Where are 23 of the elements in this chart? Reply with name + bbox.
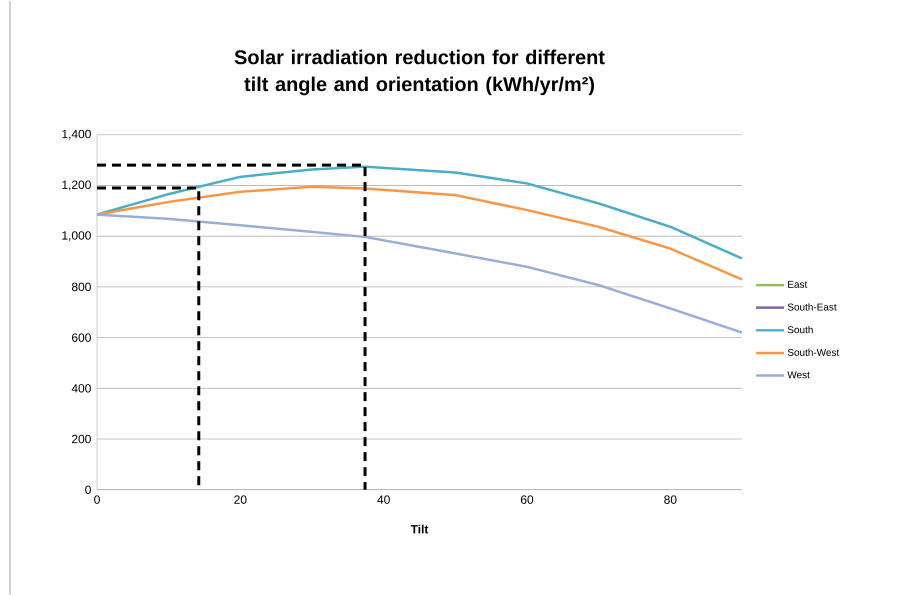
line-series: [96, 185, 744, 281]
legend-label: South: [788, 326, 813, 334]
x-tick-label: 40: [377, 495, 390, 504]
legend-label: West: [787, 371, 810, 378]
y-tick-label: 600: [72, 333, 91, 342]
legend-label: South-East: [788, 303, 837, 310]
x-tick-label: 20: [234, 495, 247, 504]
line-series: [96, 213, 744, 334]
x-axis-title: Tilt: [410, 524, 428, 534]
chart-title: Solar irradiation reduction for different tilt angle and orientation (kWh/yr/m²): [234, 49, 605, 95]
y-tick-label: 800: [72, 282, 91, 291]
legend-label: East: [788, 280, 808, 288]
legend-label: South-West: [788, 348, 840, 356]
y-tick-label: 0: [85, 485, 91, 494]
x-tick-label: 0: [94, 495, 100, 504]
y-tick-label: 200: [72, 434, 91, 444]
y-tick-label: 1,000: [62, 231, 91, 241]
x-tick-label: 60: [520, 495, 534, 504]
y-tick-label: 1,400: [62, 130, 91, 140]
y-tick-label: 400: [72, 384, 91, 392]
line-series: [96, 165, 744, 260]
y-tick-label: 1,200: [62, 180, 91, 190]
x-tick-label: 80: [664, 495, 677, 504]
